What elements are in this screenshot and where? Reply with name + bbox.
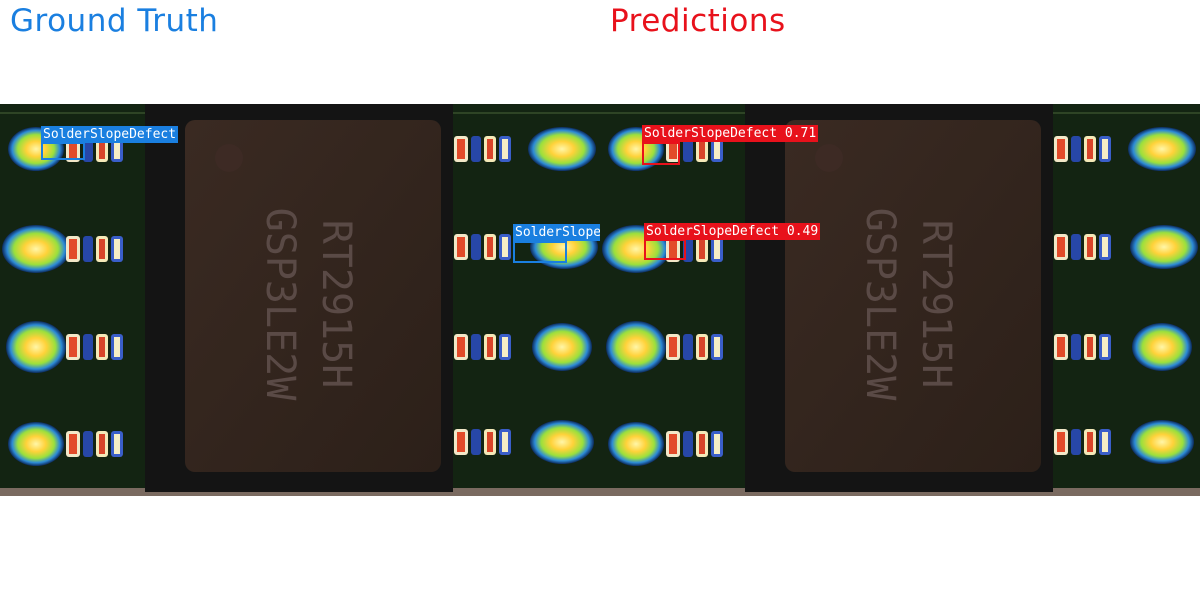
ground-truth-image: RT2915H GSP3LE2W SolderSlopeDefect Solde… xyxy=(0,104,600,496)
gt-box-label: SolderSlopeDefect xyxy=(41,126,179,143)
chip-marking: RT2915H GSP3LE2W xyxy=(857,208,959,402)
gt-bounding-box xyxy=(41,142,85,160)
predictions-image: RT2915H GSP3LE2W SolderSlopeDefect 0.71 … xyxy=(600,104,1200,496)
prediction-box-label: SolderSlopeDefect 0.71 xyxy=(642,125,819,142)
predictions-title: Predictions xyxy=(610,3,786,39)
prediction-box-label: SolderSlopeDefect 0.49 xyxy=(644,223,821,240)
right-solder-pads xyxy=(1054,127,1198,464)
svg-text:RT2915H: RT2915H xyxy=(913,220,959,389)
left-solder-pads xyxy=(2,127,123,466)
pcb-chip-image: RT2915H GSP3LE2W xyxy=(600,104,1200,496)
gt-box-label: SolderSlopeDefect xyxy=(513,224,600,241)
prediction-bounding-box xyxy=(644,239,686,260)
gt-bounding-box xyxy=(513,241,567,263)
chip-marking: RT2915H GSP3LE2W xyxy=(257,208,359,402)
ground-truth-title: Ground Truth xyxy=(10,3,219,39)
prediction-bounding-box xyxy=(642,142,680,165)
svg-text:GSP3LE2W: GSP3LE2W xyxy=(857,208,903,402)
ic-package xyxy=(785,120,1041,472)
svg-text:RT2915H: RT2915H xyxy=(313,220,359,389)
ic-package xyxy=(185,120,441,472)
svg-text:GSP3LE2W: GSP3LE2W xyxy=(257,208,303,402)
pcb-chip-image: RT2915H GSP3LE2W xyxy=(0,104,600,496)
